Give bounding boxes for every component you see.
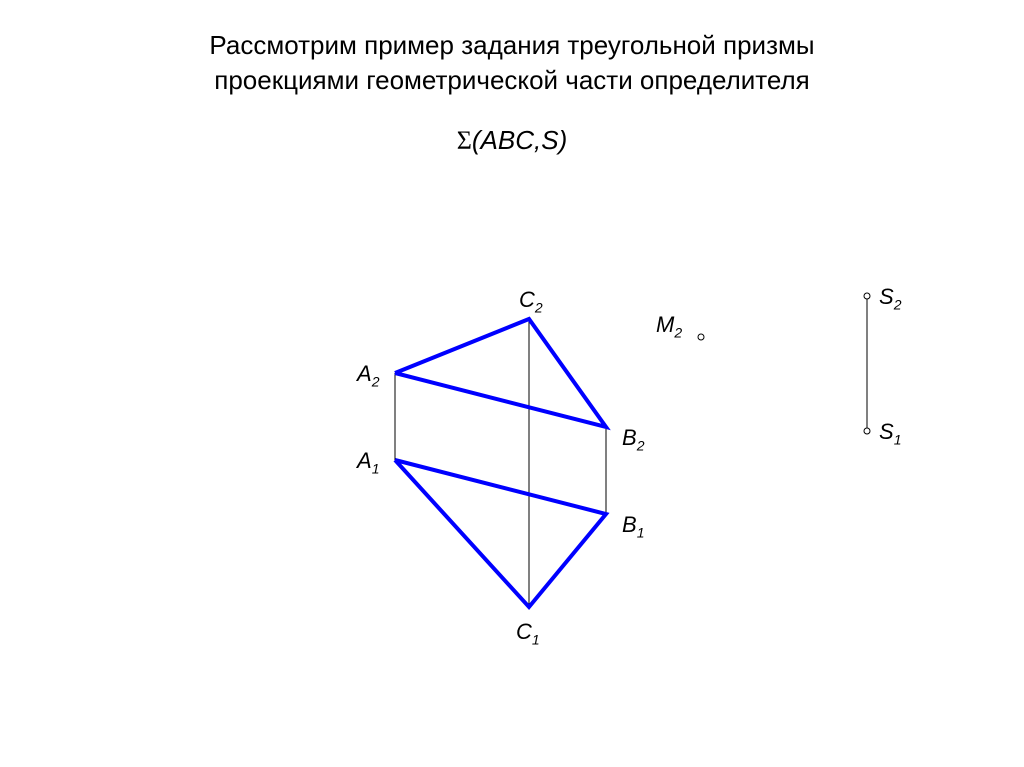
label-sub: 2 [372,373,380,389]
label-text: S [879,419,894,444]
label-sub: 1 [372,460,380,476]
label-text: C [519,287,535,312]
label-text: B [622,425,637,450]
label-a2: A2 [357,361,379,389]
label-sub: 2 [535,299,543,315]
label-text: C [516,619,532,644]
label-b2: B2 [622,425,644,453]
geometry-diagram [0,0,1024,767]
points-group [698,293,870,434]
label-c1: C1 [516,619,540,647]
label-s2: S2 [879,284,901,312]
point-s2 [864,293,870,299]
label-a1: A1 [357,448,379,476]
label-text: A [357,448,372,473]
label-sub: 2 [894,296,902,312]
point-s1 [864,428,870,434]
label-text: A [357,361,372,386]
label-b1: B1 [622,512,644,540]
label-text: B [622,512,637,537]
label-c2: C2 [519,287,543,315]
triangle-edge [395,460,606,607]
label-s1: S1 [879,419,901,447]
label-text: S [879,284,894,309]
label-sub: 1 [894,431,902,447]
thick-lines-group [395,319,606,607]
label-sub: 1 [637,524,645,540]
label-sub: 1 [532,631,540,647]
label-m2: M2 [656,312,682,340]
label-sub: 2 [674,324,682,340]
label-sub: 2 [637,437,645,453]
triangle-edge [395,319,606,427]
label-text: M [656,312,674,337]
point-m2 [698,334,704,340]
